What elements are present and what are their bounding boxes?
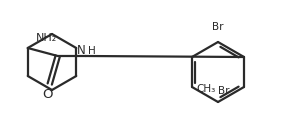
Text: O: O	[43, 87, 53, 101]
Text: Br: Br	[218, 86, 230, 96]
Text: CH₃: CH₃	[196, 84, 215, 94]
Text: H: H	[88, 46, 96, 56]
Text: N: N	[77, 44, 86, 58]
Text: NH₂: NH₂	[36, 33, 57, 43]
Text: Br: Br	[212, 22, 224, 32]
